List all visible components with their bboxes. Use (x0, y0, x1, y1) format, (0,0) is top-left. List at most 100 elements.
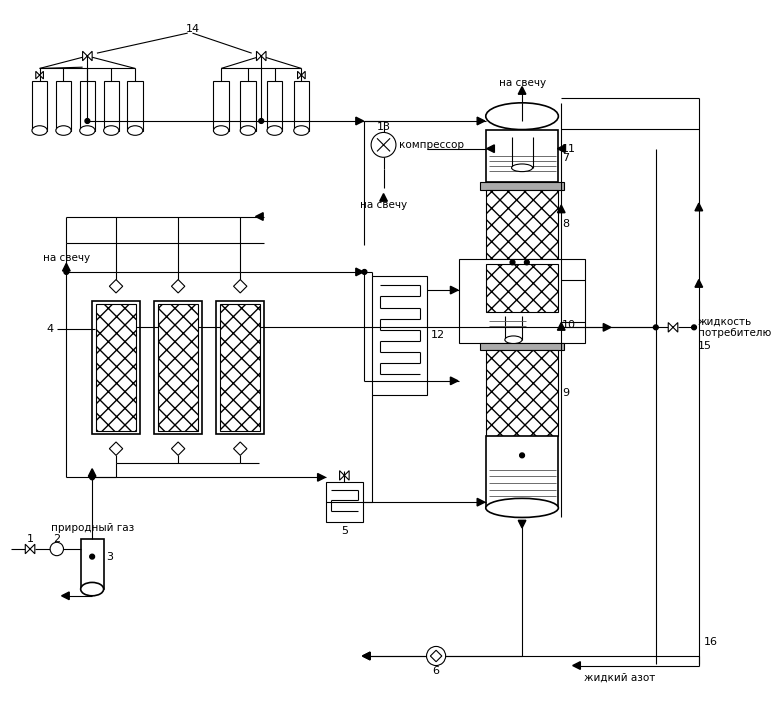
Bar (486, 350, 558, 436)
Ellipse shape (80, 126, 95, 135)
Text: на свечу: на свечу (43, 253, 90, 263)
Text: 6: 6 (433, 666, 440, 676)
Text: 7: 7 (562, 153, 569, 163)
Circle shape (90, 475, 94, 480)
Bar (326, 482, 363, 522)
Polygon shape (518, 520, 526, 528)
Polygon shape (558, 323, 565, 330)
Bar (220, 305, 261, 431)
Bar (294, 81, 309, 130)
Bar (127, 81, 143, 130)
Text: 8: 8 (562, 219, 569, 229)
Ellipse shape (505, 336, 522, 344)
Polygon shape (356, 117, 363, 125)
Text: 12: 12 (431, 330, 445, 340)
Text: 13: 13 (377, 122, 391, 132)
Circle shape (519, 453, 524, 458)
Ellipse shape (214, 126, 229, 135)
Text: 11: 11 (562, 144, 576, 154)
Polygon shape (356, 268, 363, 276)
Circle shape (654, 325, 658, 330)
Circle shape (90, 554, 94, 559)
Circle shape (510, 260, 515, 265)
Text: 2: 2 (53, 535, 60, 545)
Text: 14: 14 (186, 24, 200, 34)
Text: 4: 4 (47, 324, 54, 334)
Circle shape (50, 543, 63, 555)
Text: 16: 16 (704, 637, 718, 646)
Polygon shape (233, 280, 247, 293)
Bar (92, 300, 140, 434)
Text: 9: 9 (562, 388, 569, 398)
Bar (32, 81, 48, 130)
Text: на свечу: на свечу (498, 78, 546, 88)
Polygon shape (36, 71, 44, 79)
Bar (56, 81, 71, 130)
Text: 10: 10 (562, 320, 576, 330)
Polygon shape (518, 87, 526, 94)
Polygon shape (363, 652, 370, 660)
Polygon shape (558, 145, 565, 152)
Ellipse shape (32, 126, 48, 135)
Polygon shape (431, 650, 441, 661)
Bar (96, 305, 136, 431)
Polygon shape (477, 117, 485, 125)
Polygon shape (233, 442, 247, 456)
Ellipse shape (56, 126, 71, 135)
Bar (459, 258, 585, 342)
Polygon shape (695, 280, 703, 287)
Bar (216, 300, 264, 434)
Bar (486, 264, 558, 312)
Bar (80, 540, 104, 589)
Polygon shape (256, 213, 263, 220)
Ellipse shape (127, 126, 143, 135)
Polygon shape (172, 442, 185, 456)
Polygon shape (450, 286, 458, 294)
Polygon shape (62, 263, 70, 271)
Ellipse shape (240, 126, 256, 135)
Circle shape (64, 270, 69, 274)
Bar (486, 130, 558, 182)
Ellipse shape (486, 498, 558, 518)
Polygon shape (380, 194, 388, 201)
Ellipse shape (104, 126, 119, 135)
Polygon shape (477, 498, 485, 506)
Polygon shape (317, 473, 325, 481)
Text: жидкость
потребителю: жидкость потребителю (698, 317, 771, 338)
Circle shape (524, 260, 530, 265)
Bar (158, 305, 198, 431)
Text: природный газ: природный газ (51, 523, 134, 533)
Ellipse shape (486, 103, 558, 130)
Polygon shape (109, 442, 122, 456)
Polygon shape (172, 280, 185, 293)
Ellipse shape (294, 126, 309, 135)
Bar (104, 81, 119, 130)
Text: на свечу: на свечу (360, 200, 407, 210)
Circle shape (427, 646, 445, 666)
Text: 15: 15 (698, 342, 712, 352)
Polygon shape (25, 544, 35, 554)
Polygon shape (603, 323, 611, 331)
Polygon shape (257, 51, 266, 61)
Bar (240, 81, 256, 130)
Polygon shape (487, 145, 495, 152)
Bar (214, 81, 229, 130)
Ellipse shape (512, 164, 533, 172)
Bar (80, 81, 95, 130)
Text: компрессор: компрессор (399, 140, 464, 150)
Circle shape (362, 270, 367, 274)
Text: 3: 3 (107, 552, 113, 562)
Polygon shape (363, 652, 370, 660)
Bar (154, 300, 202, 434)
Bar (486, 190, 558, 258)
Polygon shape (297, 71, 305, 79)
Text: 5: 5 (341, 526, 348, 536)
Bar (372, 276, 427, 395)
Polygon shape (339, 471, 349, 480)
Circle shape (692, 325, 697, 330)
Text: жидкий азот: жидкий азот (584, 673, 655, 683)
Ellipse shape (371, 132, 396, 157)
Polygon shape (83, 51, 92, 61)
Polygon shape (109, 280, 122, 293)
Polygon shape (668, 323, 678, 332)
